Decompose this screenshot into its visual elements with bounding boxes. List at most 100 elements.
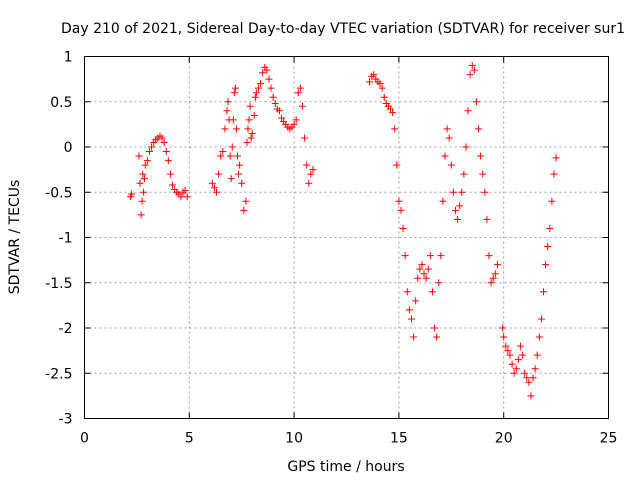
data-point: [265, 75, 273, 83]
data-point: [483, 215, 491, 223]
data-point: [420, 270, 428, 278]
data-point: [148, 143, 156, 151]
data-point: [466, 71, 474, 79]
data-point: [491, 270, 499, 278]
data-point: [292, 116, 300, 124]
data-point: [489, 274, 497, 282]
data-point: [301, 134, 309, 142]
data-point: [166, 170, 174, 178]
data-point: [449, 188, 457, 196]
data-point: [140, 175, 148, 183]
y-tick-label: 1: [64, 50, 73, 66]
data-point: [433, 333, 441, 341]
data-point: [303, 161, 311, 169]
data-point: [502, 342, 510, 350]
data-point: [399, 224, 407, 232]
data-point: [380, 93, 388, 101]
data-point: [470, 66, 478, 74]
data-point: [525, 378, 533, 386]
data-point: [414, 274, 422, 282]
data-point: [499, 324, 507, 332]
data-point: [226, 152, 234, 160]
data-point: [246, 102, 254, 110]
data-point: [523, 374, 531, 382]
data-point: [460, 170, 468, 178]
data-point: [247, 134, 255, 142]
data-point: [544, 243, 552, 251]
plot-frame: [84, 56, 609, 419]
y-tick-label: -3: [59, 412, 73, 428]
data-point: [550, 170, 558, 178]
data-point: [468, 62, 476, 70]
data-point: [240, 206, 248, 214]
y-tick-label: -1.5: [45, 276, 72, 292]
data-point: [548, 197, 556, 205]
data-point: [506, 351, 514, 359]
x-tick-label: 0: [80, 431, 89, 447]
data-point: [403, 288, 411, 296]
data-point: [164, 157, 172, 165]
data-point: [472, 98, 480, 106]
data-point: [376, 80, 384, 88]
data-point: [139, 170, 147, 178]
data-point: [235, 170, 243, 178]
data-point: [263, 66, 271, 74]
data-point: [395, 197, 403, 205]
data-point: [439, 197, 447, 205]
data-point: [504, 347, 512, 355]
data-point: [244, 125, 252, 133]
y-tick-label: 0: [64, 140, 73, 156]
data-point: [519, 351, 527, 359]
data-point: [278, 114, 286, 122]
data-point: [128, 190, 136, 198]
data-point: [231, 84, 239, 92]
chart-title: Day 210 of 2021, Sidereal Day-to-day VTE…: [61, 21, 625, 37]
data-point: [533, 351, 541, 359]
data-point: [445, 134, 453, 142]
data-point: [422, 274, 430, 282]
data-point: [487, 279, 495, 287]
data-point: [389, 109, 397, 117]
data-point: [219, 148, 227, 156]
y-tick-labels: -3 -2.5 -2 -1.5 -1 -0.5 0 0.5 1: [45, 50, 72, 428]
data-point: [169, 181, 177, 189]
data-point: [269, 93, 277, 101]
data-point: [213, 188, 221, 196]
data-point: [412, 297, 420, 305]
data-point: [416, 265, 424, 273]
data-point: [243, 138, 251, 146]
data-point: [370, 71, 378, 79]
data-point: [521, 369, 529, 377]
data-point: [267, 84, 275, 92]
data-point: [426, 252, 434, 260]
data-point: [477, 152, 485, 160]
data-point: [236, 161, 244, 169]
data-point: [454, 215, 462, 223]
data-point: [248, 129, 256, 137]
x-tick-label: 15: [390, 431, 408, 447]
grid-lines: [84, 56, 609, 419]
data-point: [479, 170, 487, 178]
data-point: [527, 392, 535, 400]
data-point: [366, 78, 374, 86]
data-point: [500, 333, 508, 341]
data-point: [529, 374, 537, 382]
data-point: [210, 184, 218, 192]
data-point: [443, 125, 451, 133]
data-point: [232, 125, 240, 133]
y-tick-label: -1: [59, 231, 73, 247]
data-point: [250, 111, 258, 119]
data-point: [542, 261, 550, 269]
data-point: [245, 116, 253, 124]
data-point: [215, 170, 223, 178]
data-point: [177, 193, 185, 201]
data-point: [181, 186, 189, 194]
data-point: [145, 148, 153, 156]
data-point: [158, 134, 166, 142]
data-point: [183, 193, 191, 201]
data-point: [435, 279, 443, 287]
data-point: [227, 175, 235, 183]
data-point: [229, 116, 237, 124]
data-point: [410, 333, 418, 341]
